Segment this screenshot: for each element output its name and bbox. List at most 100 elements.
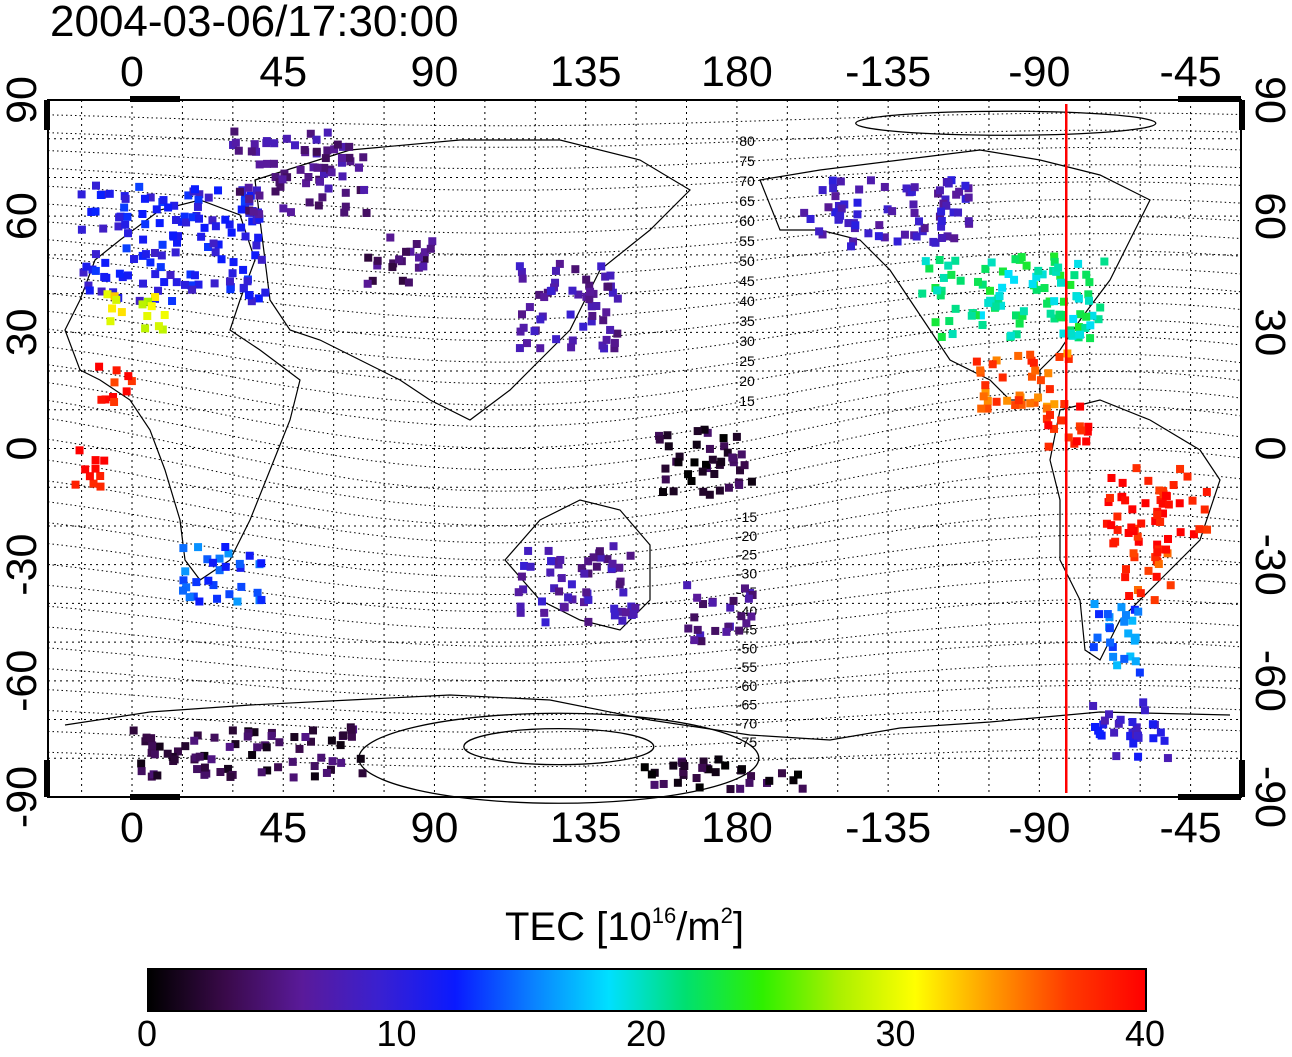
tec-point xyxy=(263,766,272,775)
tec-point xyxy=(948,330,957,339)
tec-point xyxy=(711,768,720,777)
tec-point xyxy=(1110,728,1119,737)
tec-point xyxy=(735,626,744,635)
tec-point xyxy=(592,302,601,311)
tec-point xyxy=(613,329,622,338)
tec-point xyxy=(937,286,946,295)
tec-point xyxy=(195,752,204,761)
tec-point xyxy=(207,755,216,764)
contour-label: 35 xyxy=(739,313,755,329)
tec-point xyxy=(337,758,346,767)
tec-point xyxy=(1043,299,1052,308)
tec-point xyxy=(747,612,756,621)
tec-point xyxy=(174,232,183,241)
tec-point xyxy=(815,227,824,236)
tec-point xyxy=(941,195,950,204)
tec-point xyxy=(610,604,619,613)
tec-point xyxy=(606,325,615,334)
tec-point xyxy=(150,248,159,257)
tec-point xyxy=(936,291,945,300)
tec-point xyxy=(1032,272,1041,281)
tec-point xyxy=(248,751,257,760)
tec-point xyxy=(603,555,612,564)
tec-point xyxy=(592,562,601,571)
tec-point xyxy=(747,772,756,781)
tec-point xyxy=(698,763,707,772)
magnetic-contour xyxy=(47,749,1242,768)
tec-point xyxy=(1074,259,1083,268)
tec-point xyxy=(404,278,413,287)
tec-point xyxy=(1104,498,1113,507)
tec-point xyxy=(974,277,983,286)
tec-point xyxy=(211,248,220,257)
tec-point xyxy=(1066,329,1075,338)
tec-point xyxy=(1084,290,1093,299)
tec-point xyxy=(153,771,162,780)
tec-point xyxy=(250,728,259,737)
tec-point xyxy=(143,297,152,306)
tec-point xyxy=(337,158,346,167)
tec-point xyxy=(337,153,346,162)
tec-point xyxy=(541,618,550,627)
tec-point xyxy=(956,276,965,285)
tec-point xyxy=(204,193,213,202)
tec-point xyxy=(179,586,188,595)
tec-observations xyxy=(71,127,1212,794)
tec-point xyxy=(180,212,189,221)
tec-point xyxy=(978,321,987,330)
tec-map: 80 75 70 65 60 55 50 45 40 35 30 25 20 15 -15 -20 -25 -30… xyxy=(0,48,1292,852)
tec-point xyxy=(173,747,182,756)
tec-point xyxy=(312,147,321,156)
tec-point xyxy=(1089,643,1098,652)
tec-point xyxy=(257,768,266,777)
tec-point xyxy=(290,733,299,742)
tec-point xyxy=(560,603,569,612)
tec-point xyxy=(1100,716,1109,725)
tec-point xyxy=(359,153,368,162)
tec-point xyxy=(664,442,673,451)
tec-point xyxy=(1014,396,1023,405)
tec-point xyxy=(736,466,745,475)
tec-point xyxy=(166,271,175,280)
tec-point xyxy=(1012,330,1021,339)
tec-point xyxy=(210,279,219,288)
tec-point xyxy=(91,250,100,259)
tec-point xyxy=(728,453,737,462)
tec-point xyxy=(221,543,230,552)
tec-point xyxy=(526,562,535,571)
tec-point xyxy=(97,287,106,296)
magnetic-contour xyxy=(47,112,1242,127)
tec-point xyxy=(313,163,322,172)
tec-point xyxy=(147,734,156,743)
tec-point xyxy=(426,244,435,253)
tec-point xyxy=(231,138,240,147)
tec-point xyxy=(109,393,118,402)
tec-point xyxy=(935,212,944,221)
tec-point xyxy=(1046,309,1055,318)
tec-point xyxy=(1156,728,1165,737)
tec-point xyxy=(114,222,123,231)
tec-point xyxy=(981,381,990,390)
south-magnetic-pole-ring xyxy=(463,728,655,766)
tec-point xyxy=(146,193,155,202)
tec-point xyxy=(931,318,940,327)
tec-point xyxy=(261,288,270,297)
magnetic-contour xyxy=(47,164,1242,191)
tec-point xyxy=(217,255,226,264)
tec-point xyxy=(305,198,314,207)
tec-point xyxy=(262,743,271,752)
tec-point xyxy=(345,142,354,151)
tec-point xyxy=(147,302,156,311)
tec-point xyxy=(420,248,429,257)
tec-point xyxy=(330,145,339,154)
tec-point xyxy=(270,139,279,148)
tec-point xyxy=(737,765,746,774)
tec-point xyxy=(1164,500,1173,509)
tec-point xyxy=(276,182,285,191)
tec-point xyxy=(1028,280,1037,289)
tec-point xyxy=(944,261,953,270)
tec-point xyxy=(1088,311,1097,320)
tec-point xyxy=(874,232,883,241)
tec-point xyxy=(194,543,203,552)
tec-point xyxy=(568,286,577,295)
